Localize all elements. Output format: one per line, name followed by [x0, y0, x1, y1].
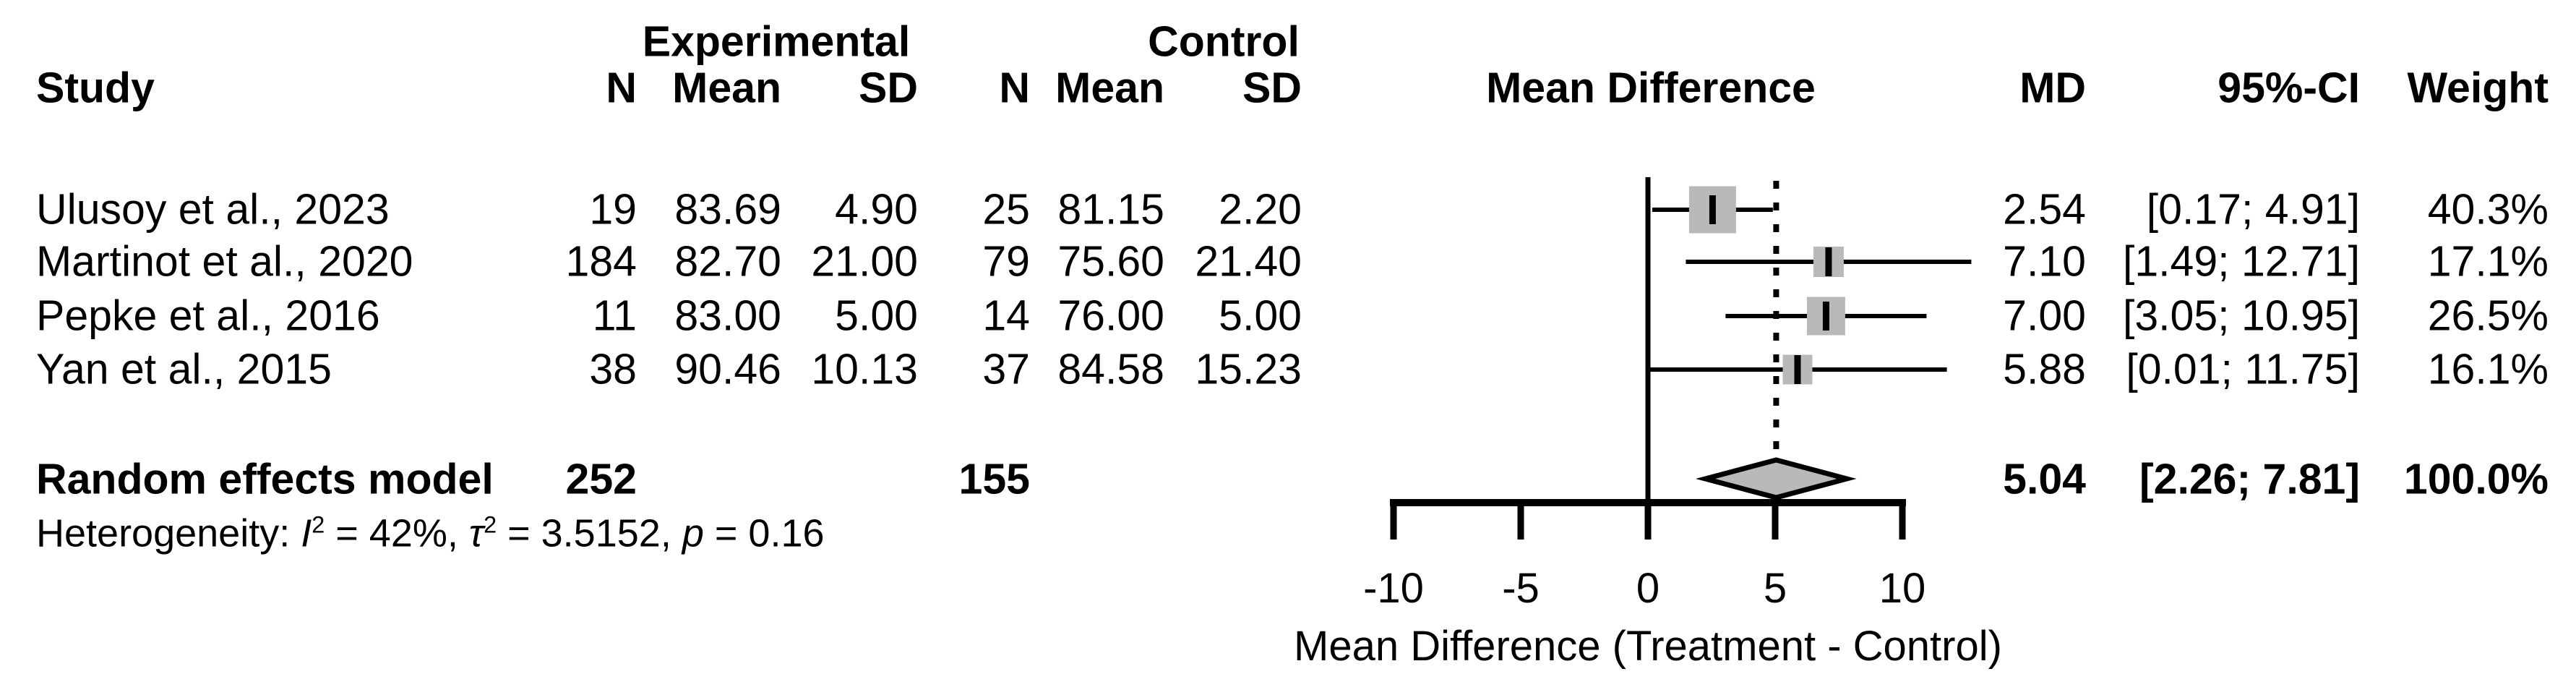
heterogeneity-segment: = 42%, [325, 511, 469, 555]
column-header-weight: Weight [2407, 64, 2549, 112]
ctrl-mean-value: 76.00 [1057, 291, 1164, 340]
weight-value: 16.1% [2427, 345, 2549, 393]
ctrl-mean-value: 81.15 [1057, 185, 1164, 234]
axis-tick-label: -10 [1363, 565, 1424, 612]
heterogeneity-note: Heterogeneity: I2 = 42%, τ2 = 3.5152, p … [36, 513, 825, 553]
summary-ctrl-n: 155 [958, 455, 1030, 503]
ctrl-mean-value: 75.60 [1057, 237, 1164, 286]
column-header-exp-sd: SD [859, 64, 918, 112]
ctrl-n-value: 37 [982, 345, 1030, 393]
column-header-exp-mean: Mean [672, 64, 781, 112]
weight-value: 26.5% [2427, 291, 2549, 340]
heterogeneity-segment: p [682, 511, 704, 555]
column-header-study: Study [36, 64, 155, 112]
ci-value: [1.49; 12.71] [2122, 237, 2360, 286]
ctrl-sd-value: 21.40 [1195, 237, 1302, 286]
summary-diamond [1695, 457, 1857, 500]
summary-weight-value: 100.0% [2403, 455, 2549, 503]
summary-label: Random effects model [36, 455, 494, 503]
effect-point-marker [1825, 247, 1832, 276]
ctrl-sd-value: 5.00 [1219, 291, 1302, 340]
ci-value: [0.01; 11.75] [2126, 345, 2360, 393]
exp-n-value: 19 [589, 185, 637, 234]
ctrl-n-value: 25 [982, 185, 1030, 234]
study-name: Ulusoy et al., 2023 [36, 185, 390, 234]
column-header-mean-difference: Mean Difference [1486, 64, 1816, 112]
axis-tick-label: 0 [1636, 565, 1660, 612]
ctrl-n-value: 79 [982, 237, 1030, 286]
heterogeneity-segment: 2 [312, 511, 325, 538]
heterogeneity-segment: τ [468, 511, 484, 555]
axis-tick-label: -5 [1502, 565, 1540, 612]
summary-ci-value: [2.26; 7.81] [2139, 455, 2360, 503]
md-value: 7.00 [2003, 291, 2086, 340]
ctrl-sd-value: 15.23 [1195, 345, 1302, 393]
exp-n-value: 11 [592, 291, 637, 340]
weight-value: 40.3% [2427, 185, 2549, 234]
exp-mean-value: 83.69 [674, 185, 781, 234]
ctrl-n-value: 14 [982, 291, 1030, 340]
heterogeneity-segment: I [301, 511, 312, 555]
ctrl-mean-value: 84.58 [1057, 345, 1164, 393]
exp-sd-value: 4.90 [835, 185, 918, 234]
md-value: 2.54 [2003, 185, 2086, 234]
study-name: Pepke et al., 2016 [36, 291, 380, 340]
column-header-exp-n: N [606, 64, 637, 112]
column-header-ctrl-sd: SD [1242, 64, 1302, 112]
heterogeneity-segment: = 0.16 [703, 511, 825, 555]
effect-point-marker [1794, 355, 1801, 384]
exp-sd-value: 21.00 [811, 237, 918, 286]
exp-mean-value: 82.70 [674, 237, 781, 286]
column-header-md: MD [2019, 64, 2086, 112]
heterogeneity-segment: 2 [484, 511, 497, 538]
axis-tick-label: 5 [1764, 565, 1787, 612]
exp-mean-value: 83.00 [674, 291, 781, 340]
exp-n-value: 184 [565, 237, 637, 286]
group-header-experimental: Experimental [642, 17, 911, 66]
md-value: 5.88 [2003, 345, 2086, 393]
exp-sd-value: 10.13 [811, 345, 918, 393]
weight-value: 17.1% [2427, 237, 2549, 286]
exp-sd-value: 5.00 [835, 291, 918, 340]
axis-tick-label: 10 [1879, 565, 1926, 612]
exp-mean-value: 90.46 [674, 345, 781, 393]
effect-point-marker [1822, 302, 1829, 331]
exp-n-value: 38 [589, 345, 637, 393]
study-name: Martinot et al., 2020 [36, 237, 413, 286]
ci-value: [0.17; 4.91] [2146, 185, 2360, 234]
summary-exp-n: 252 [565, 455, 637, 503]
heterogeneity-segment: = 3.5152, [497, 511, 682, 555]
group-header-control: Control [1148, 17, 1300, 66]
study-name: Yan et al., 2015 [36, 345, 332, 393]
column-header-ctrl-mean: Mean [1055, 64, 1164, 112]
effect-point-marker [1709, 195, 1716, 224]
column-header-ci: 95%-CI [2217, 64, 2360, 112]
summary-md-value: 5.04 [2003, 455, 2086, 503]
ctrl-sd-value: 2.20 [1219, 185, 1302, 234]
md-value: 7.10 [2003, 237, 2086, 286]
heterogeneity-segment: Heterogeneity: [36, 511, 301, 555]
column-header-ctrl-n: N [999, 64, 1030, 112]
ci-value: [3.05; 10.95] [2122, 291, 2360, 340]
axis-title: Mean Difference (Treatment - Control) [1294, 623, 2002, 670]
